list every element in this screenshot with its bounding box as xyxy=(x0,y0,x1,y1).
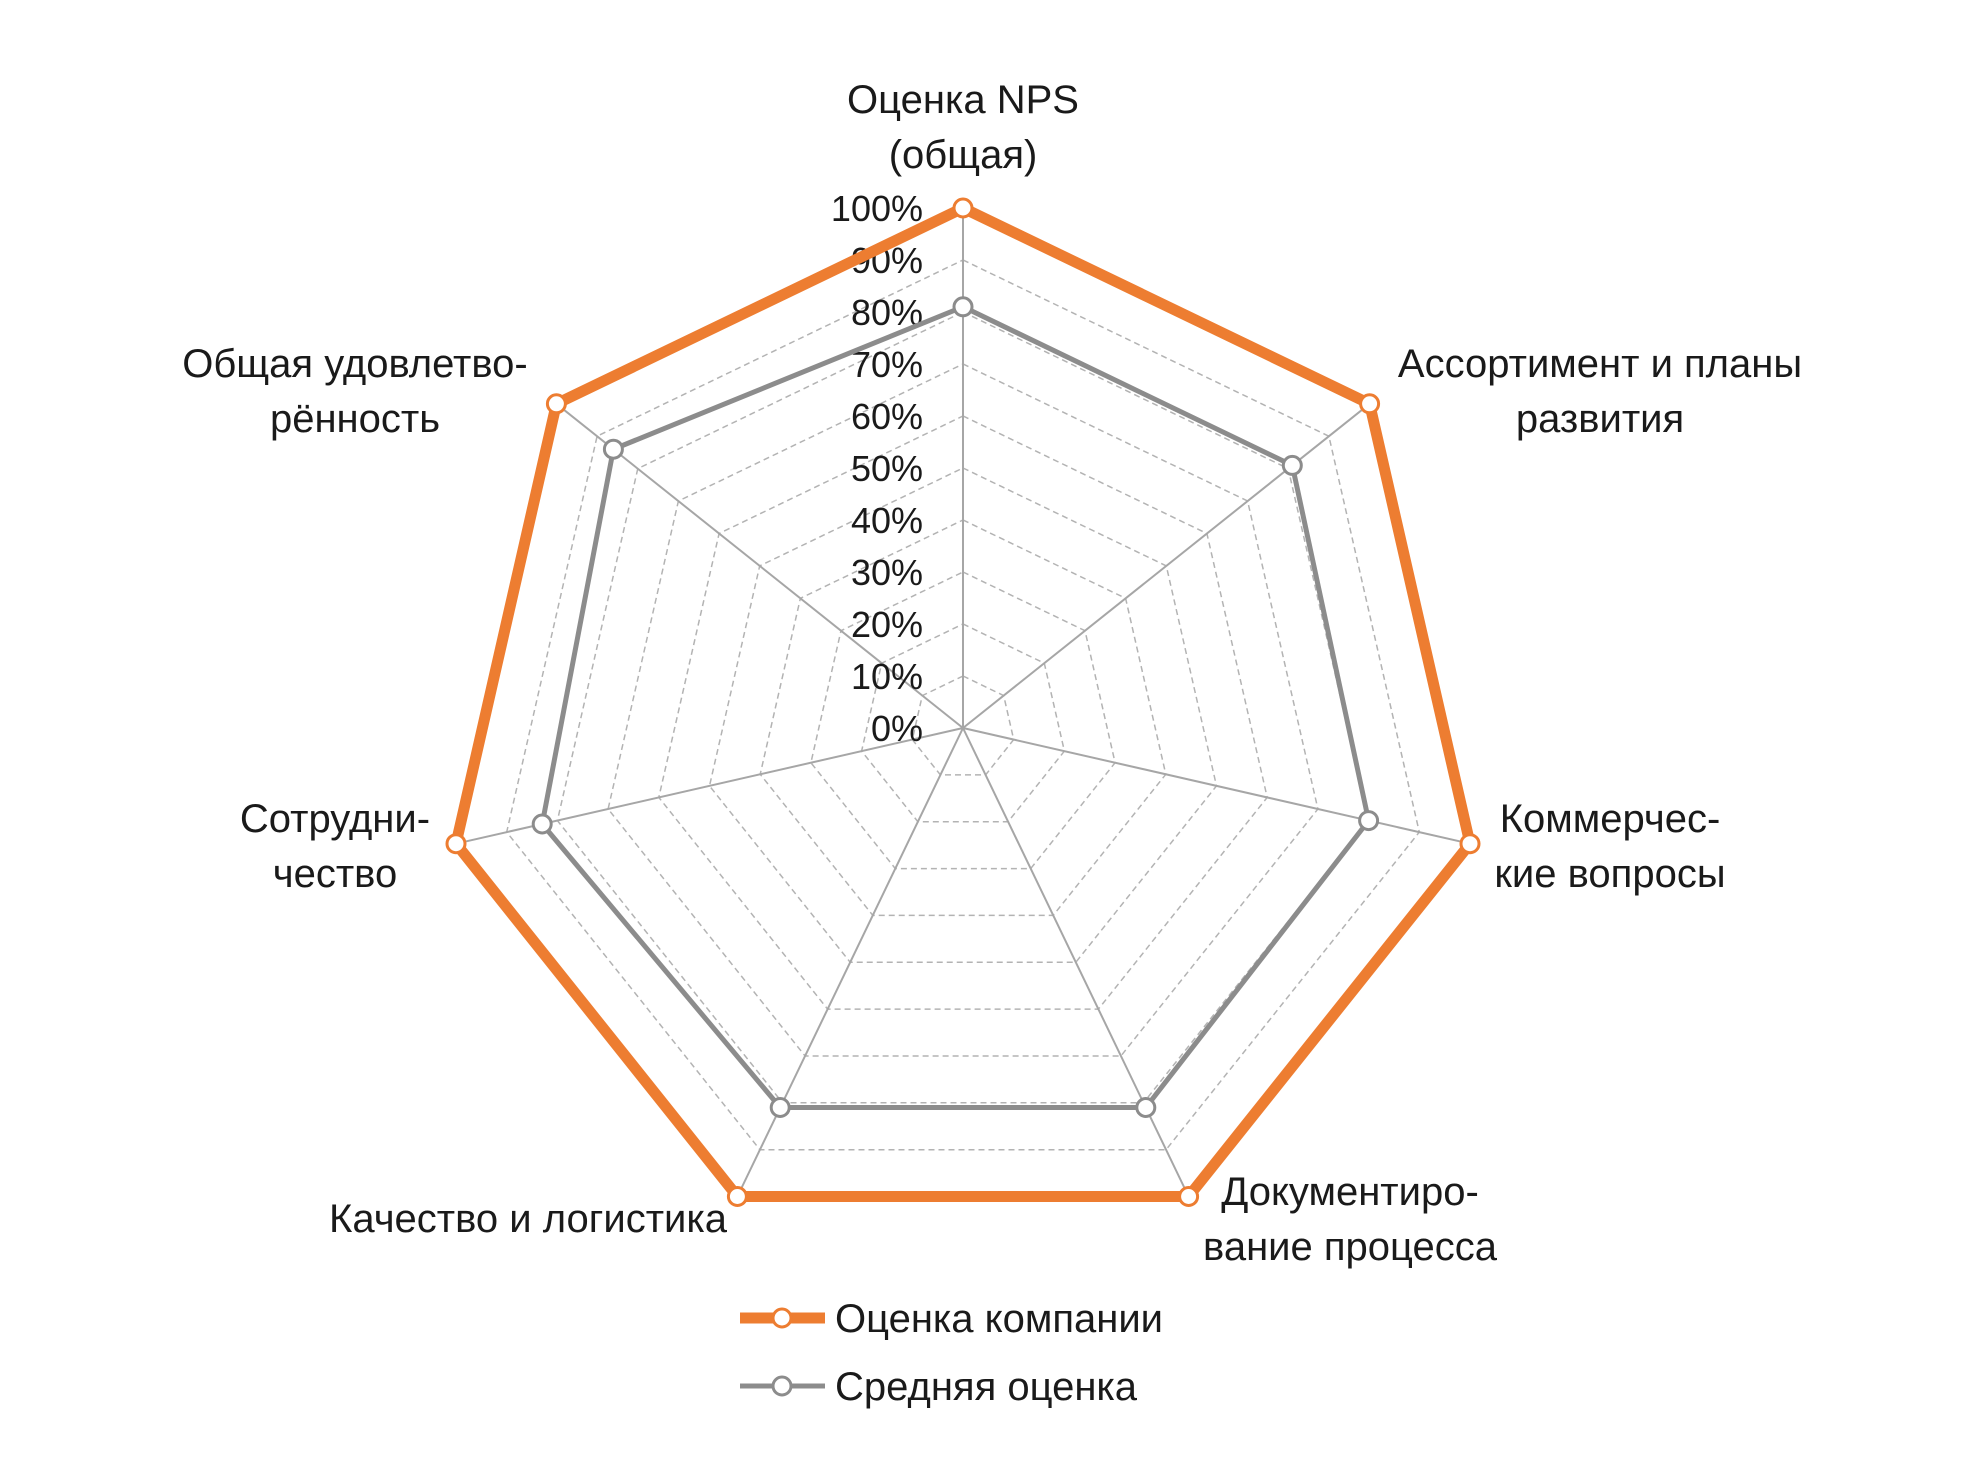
data-point xyxy=(1358,810,1380,832)
data-point xyxy=(531,813,553,835)
data-point xyxy=(1178,1186,1200,1207)
data-point xyxy=(1459,833,1481,855)
grid-ring xyxy=(860,623,1066,823)
tick-label: 0% xyxy=(871,708,923,749)
category-label: Качество и логистика xyxy=(329,1197,728,1241)
tick-label: 50% xyxy=(851,448,923,489)
grid-ring xyxy=(759,519,1167,917)
grid-ring xyxy=(810,571,1116,870)
data-point xyxy=(445,833,467,855)
category-label: Оценка NPS (общая) xyxy=(847,78,1079,177)
data-point xyxy=(545,393,567,415)
category-label: Сотрудни-чество xyxy=(240,797,430,896)
legend-entry: Оценка компании xyxy=(740,1297,1163,1341)
grid-ring xyxy=(607,363,1319,1057)
legend-entry: Средняя оценка xyxy=(740,1365,1138,1409)
series-line xyxy=(539,304,1372,1110)
category-label: Общая удовлетво-рённость xyxy=(182,342,528,441)
grid-spoke xyxy=(736,727,964,1197)
category-labels: Оценка NPS (общая) Ассортимент и планы разв… xyxy=(182,78,1802,1269)
data-point xyxy=(726,1186,748,1207)
legend-label: Оценка компании xyxy=(835,1297,1163,1341)
tick-label: 10% xyxy=(851,656,923,697)
category-label: Коммерчес-кие вопросы xyxy=(1494,797,1725,896)
legend-swatch-marker xyxy=(771,1307,793,1329)
legend-swatch-marker xyxy=(771,1375,793,1397)
data-point xyxy=(1135,1097,1157,1118)
tick-label: 20% xyxy=(851,604,923,645)
data-point xyxy=(1359,393,1381,415)
grid-ring xyxy=(708,467,1218,964)
series-company xyxy=(445,197,1481,1207)
grid-ring xyxy=(657,415,1269,1010)
series-layer xyxy=(445,197,1481,1207)
grid-ring xyxy=(911,675,1015,776)
grid-spoke xyxy=(962,727,1471,845)
data-point xyxy=(1281,454,1303,476)
radial-tick-labels: 0%10%20%30%40%50%60%70%80%90%100% xyxy=(831,188,923,749)
tick-label: 70% xyxy=(851,344,923,385)
tick-label: 40% xyxy=(851,500,923,541)
series-line xyxy=(450,201,1476,1202)
grid-spoke xyxy=(555,403,964,729)
radar-spokes xyxy=(455,208,1471,1197)
tick-label: 100% xyxy=(831,188,923,229)
series-average xyxy=(531,296,1380,1118)
grid-ring xyxy=(505,259,1421,1151)
data-point xyxy=(952,197,974,219)
legend-label: Средняя оценка xyxy=(835,1365,1138,1409)
grid-spoke xyxy=(962,403,1371,729)
tick-label: 60% xyxy=(851,396,923,437)
tick-label: 30% xyxy=(851,552,923,593)
grid-ring xyxy=(556,311,1370,1104)
data-point xyxy=(602,438,624,460)
category-label: Ассортимент и планы развития xyxy=(1398,342,1802,441)
category-label: Документиро-вание процесса xyxy=(1203,1170,1498,1269)
grid-spoke xyxy=(962,727,1190,1197)
legend: Оценка компании Средняя оценка xyxy=(740,1297,1163,1409)
data-point xyxy=(769,1097,791,1118)
data-point xyxy=(952,296,974,318)
